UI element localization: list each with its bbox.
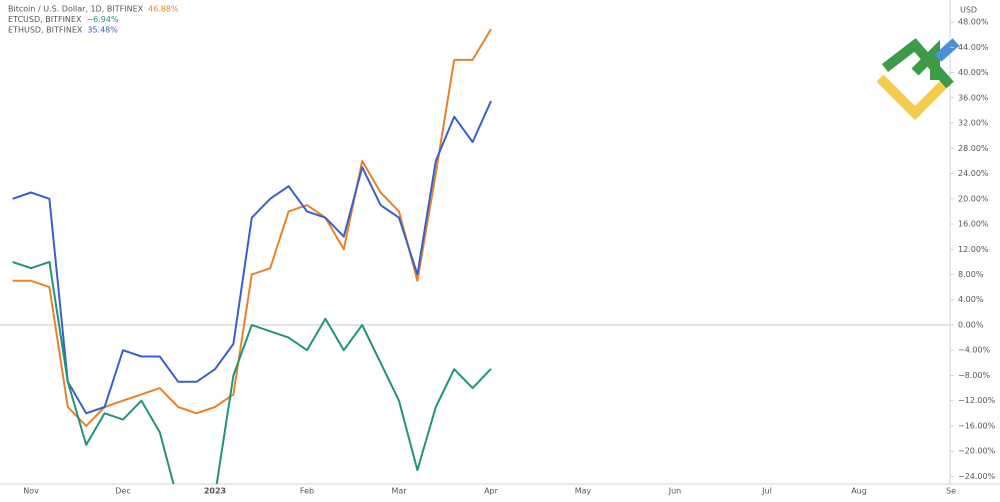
x-tick-label: Nov xyxy=(23,487,39,496)
x-tick-label: Mar xyxy=(391,487,407,496)
x-tick-label: May xyxy=(575,487,592,496)
y-tick-label: 0.00% xyxy=(958,320,984,329)
y-tick-label: −16.00% xyxy=(958,421,996,430)
y-tick-label: −8.00% xyxy=(958,371,991,380)
x-tick-label: Dec xyxy=(115,487,130,496)
y-axis-unit: USD xyxy=(960,6,977,15)
legend-label: Bitcoin / U.S. Dollar, 1D, BITFINEX xyxy=(8,5,144,14)
plot-area xyxy=(0,28,950,484)
series-line xyxy=(12,260,492,484)
y-tick-label: 48.00% xyxy=(958,18,989,27)
series-line xyxy=(12,100,492,415)
y-tick-label: −20.00% xyxy=(958,447,996,456)
logo-yellow xyxy=(876,74,954,121)
x-tick-label: Aug xyxy=(851,487,867,496)
x-tick-label: Apr xyxy=(484,487,499,496)
y-tick-label: 44.00% xyxy=(958,43,989,52)
x-tick-label: Se xyxy=(946,487,956,496)
y-tick-label: 24.00% xyxy=(958,169,989,178)
y-tick-label: 4.00% xyxy=(958,295,984,304)
y-tick-label: 8.00% xyxy=(958,270,984,279)
x-tick-label: Jun xyxy=(668,487,682,496)
y-tick-label: 32.00% xyxy=(958,119,989,128)
y-tick-label: 12.00% xyxy=(958,245,989,254)
y-tick-label: −4.00% xyxy=(958,346,991,355)
logo xyxy=(876,38,960,121)
legend-label: ETCUSD, BITFINEX xyxy=(8,15,82,24)
legend-label: ETHUSD, BITFINEX xyxy=(8,26,83,35)
legend: Bitcoin / U.S. Dollar, 1D, BITFINEX 46.88… xyxy=(8,5,179,35)
x-tick-label: Jul xyxy=(761,487,772,496)
y-tick-label: 28.00% xyxy=(958,144,989,153)
x-tick-label: Feb xyxy=(300,487,314,496)
logo-green-inner xyxy=(911,39,940,80)
legend-value: 35.48% xyxy=(87,26,118,35)
y-tick-label: 20.00% xyxy=(958,194,989,203)
y-tick-label: 36.00% xyxy=(958,93,989,102)
legend-value: −6.94% xyxy=(86,15,119,24)
y-tick-label: 16.00% xyxy=(958,220,989,229)
y-tick-label: 40.00% xyxy=(958,68,989,77)
x-tick-label: 2023 xyxy=(204,487,226,496)
logo-blue xyxy=(934,38,960,62)
y-tick-label: −24.00% xyxy=(958,472,996,481)
legend-value: 46.88% xyxy=(148,5,179,14)
y-tick-label: −12.00% xyxy=(958,396,996,405)
